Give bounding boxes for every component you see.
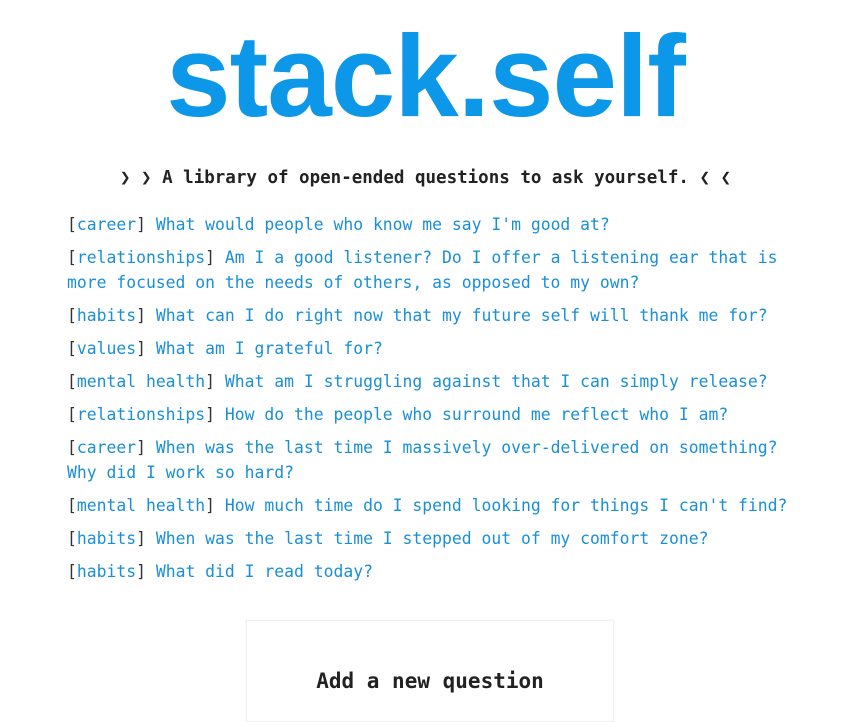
add-question-card: Add a new question [246,620,614,722]
category-label[interactable]: mental health [76,496,206,515]
question-text[interactable]: When was the last time I massively over-… [67,438,778,482]
add-question-title: Add a new question [316,669,544,693]
category-tag[interactable]: [relationships] [67,405,216,424]
category-tag[interactable]: [career] [67,215,146,234]
category-tag[interactable]: [values] [67,339,146,358]
chevron-right-icon: ❯ ❯ [119,168,152,188]
question-text[interactable]: When was the last time I stepped out of … [155,529,709,548]
category-label[interactable]: values [76,339,137,358]
category-label[interactable]: habits [76,562,137,581]
category-tag[interactable]: [habits] [67,562,146,581]
question-item[interactable]: [relationships] How do the people who su… [67,402,797,427]
category-tag[interactable]: [mental health] [67,372,216,391]
question-item[interactable]: [career] When was the last time I massiv… [67,435,797,485]
category-label[interactable]: relationships [76,405,206,424]
question-text[interactable]: How much time do I spend looking for thi… [224,496,788,515]
question-text[interactable]: What would people who know me say I'm go… [155,215,610,234]
question-item[interactable]: [habits] What did I read today? [67,559,797,584]
category-label[interactable]: habits [76,529,137,548]
tagline: ❯ ❯ A library of open-ended questions to… [0,164,851,192]
category-tag[interactable]: [mental health] [67,496,216,515]
question-item[interactable]: [relationships] Am I a good listener? Do… [67,245,797,295]
category-tag[interactable]: [habits] [67,306,146,325]
question-text[interactable]: What am I struggling against that I can … [224,372,768,391]
question-item[interactable]: [mental health] How much time do I spend… [67,493,797,518]
question-text[interactable]: What can I do right now that my future s… [155,306,768,325]
question-text[interactable]: What am I grateful for? [155,339,383,358]
question-item[interactable]: [habits] What can I do right now that my… [67,303,797,328]
question-text[interactable]: What did I read today? [155,562,373,581]
category-tag[interactable]: [habits] [67,529,146,548]
category-label[interactable]: mental health [76,372,206,391]
category-label[interactable]: career [76,215,137,234]
category-label[interactable]: habits [76,306,137,325]
question-item[interactable]: [values] What am I grateful for? [67,336,797,361]
tagline-text: A library of open-ended questions to ask… [162,168,689,188]
chevron-left-icon: ❮ ❮ [699,168,732,188]
question-text[interactable]: How do the people who surround me reflec… [224,405,729,424]
category-label[interactable]: career [76,438,137,457]
site-logo[interactable]: stack.self [166,11,686,141]
question-text[interactable]: Am I a good listener? Do I offer a liste… [67,248,778,292]
question-item[interactable]: [career] What would people who know me s… [67,212,797,237]
question-item[interactable]: [mental health] What am I struggling aga… [67,369,797,394]
question-list: [career] What would people who know me s… [67,212,797,592]
question-item[interactable]: [habits] When was the last time I steppe… [67,526,797,551]
category-tag[interactable]: [career] [67,438,146,457]
category-label[interactable]: relationships [76,248,206,267]
category-tag[interactable]: [relationships] [67,248,216,267]
